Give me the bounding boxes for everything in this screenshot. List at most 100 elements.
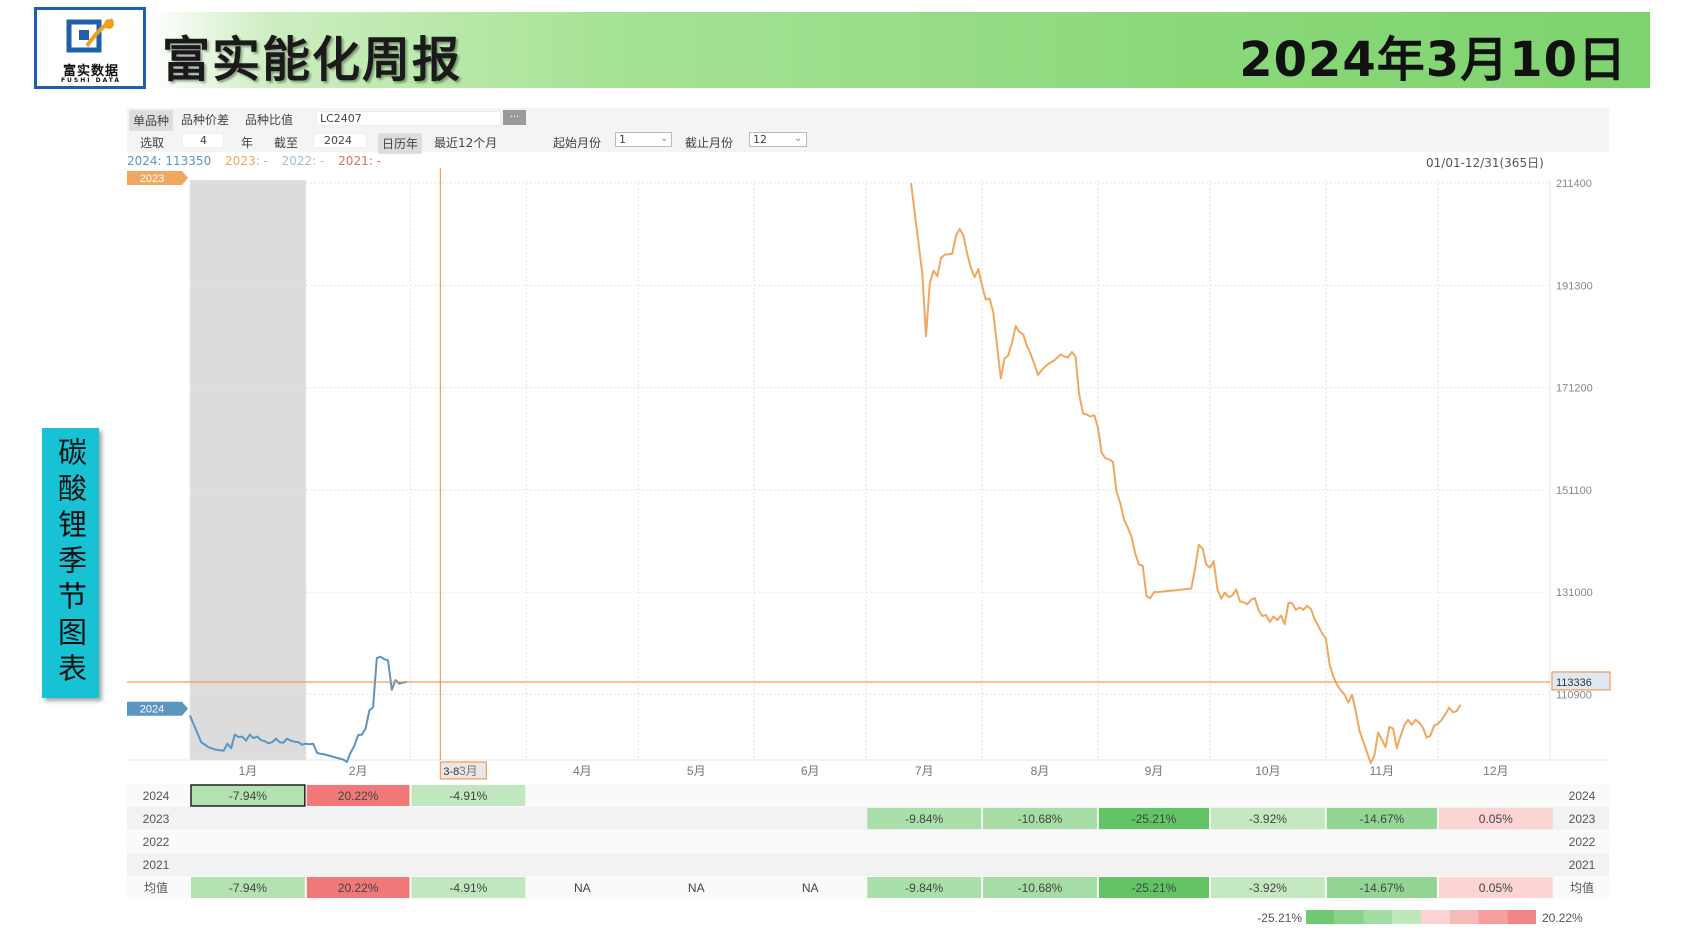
table-row-label: 2024	[143, 789, 170, 803]
y-tick-label: 171200	[1556, 383, 1593, 395]
data-point-2023	[992, 312, 994, 314]
data-point-2024	[391, 689, 393, 691]
table-cell	[983, 808, 1097, 829]
data-point-2023	[1205, 564, 1207, 566]
table-row-label-right: 2023	[1569, 812, 1596, 826]
data-point-2023	[1239, 600, 1241, 602]
end-month-select[interactable]: 12	[749, 132, 807, 147]
data-point-2023	[1321, 632, 1323, 634]
tab-product-ratio[interactable]: 品种比值	[245, 113, 294, 127]
data-point-2023	[1437, 723, 1439, 725]
calendar-year-button[interactable]: 日历年	[378, 133, 423, 154]
data-point-2024	[368, 710, 370, 712]
data-point-2023	[1287, 602, 1290, 604]
data-point-2023	[1295, 609, 1297, 611]
data-point-2023	[1067, 357, 1069, 359]
data-point-2023	[1108, 458, 1110, 460]
data-point-2023	[1388, 726, 1390, 728]
table-cell-value: NA	[688, 881, 705, 895]
years-stepper[interactable]: 4	[182, 133, 224, 148]
data-point-2024	[200, 741, 202, 743]
month-tick-label: 4月	[573, 764, 592, 778]
data-point-2024	[338, 757, 341, 760]
data-point-2023	[1258, 609, 1260, 612]
report-title: 富实能化周报	[162, 32, 463, 88]
data-point-2023	[1414, 719, 1417, 721]
data-point-2023	[1340, 689, 1342, 691]
data-point-2023	[1194, 567, 1196, 569]
data-point-2024	[275, 738, 277, 740]
contract-input[interactable]: LC2407	[316, 111, 501, 126]
table-row-label-right: 2021	[1569, 858, 1596, 872]
y-tick-label: 110900	[1556, 689, 1592, 701]
data-point-2024	[189, 715, 191, 717]
data-point-2024	[234, 734, 236, 736]
scale-segment	[1507, 910, 1536, 924]
table-cell-value: -25.21%	[1132, 881, 1177, 895]
tab-single-product[interactable]: 单品种	[129, 110, 174, 131]
data-point-2023	[1329, 663, 1331, 666]
shaded-january	[190, 180, 306, 760]
tab-product-spread[interactable]: 品种价差	[181, 113, 230, 127]
table-cell	[1098, 877, 1209, 898]
report-date: 2024年3月10日	[1239, 32, 1627, 88]
data-point-2023	[1276, 619, 1278, 621]
data-point-2023	[1198, 544, 1200, 546]
data-point-2023	[1231, 594, 1233, 596]
data-point-2023	[1355, 710, 1357, 712]
table-cell	[867, 877, 982, 898]
table-cell-value: -14.67%	[1360, 812, 1405, 826]
data-point-2023	[1201, 547, 1204, 550]
data-point-2023	[1048, 362, 1050, 364]
data-point-2023	[1429, 735, 1431, 737]
table-cell	[1326, 877, 1437, 898]
data-point-2023	[955, 235, 957, 237]
select-label: 选取	[140, 136, 165, 150]
data-point-2023	[1299, 606, 1301, 609]
table-cell	[983, 877, 1097, 898]
table-cell-value: -14.67%	[1360, 881, 1405, 895]
table-cell	[1438, 808, 1553, 829]
data-point-2023	[1343, 693, 1346, 696]
crosshair: 3-8 113336	[127, 168, 1611, 780]
table-cell	[191, 877, 305, 898]
data-point-2023	[1366, 751, 1368, 753]
y-axis: 211400 191300 171200 151100 131000 110900	[1556, 178, 1593, 701]
data-point-2023	[1452, 711, 1454, 713]
start-month-select[interactable]: 1	[615, 132, 672, 147]
data-point-2023	[1071, 351, 1073, 353]
legend-2021: 2021: -	[338, 154, 381, 168]
chevron-down-icon: ⌄	[794, 133, 803, 144]
data-point-2023	[1399, 735, 1402, 737]
data-point-2023	[1138, 564, 1140, 566]
month-tick-label: 2月	[349, 764, 368, 778]
scale-segment	[1363, 910, 1393, 924]
data-point-2023	[1246, 603, 1248, 605]
data-point-2023	[1149, 597, 1151, 599]
data-point-2023	[932, 270, 935, 272]
series-tag-2023	[127, 171, 188, 185]
table-cell-value: -10.68%	[1018, 812, 1063, 826]
table-cell-value: -25.21%	[1132, 812, 1177, 826]
recent-12-months-button[interactable]: 最近12个月	[434, 136, 498, 150]
data-point-2024	[193, 723, 195, 726]
data-point-2023	[1362, 740, 1364, 742]
data-point-2023	[1063, 355, 1065, 358]
data-point-2023	[1351, 694, 1353, 696]
table-cell	[1211, 877, 1325, 898]
date-range-label: 01/01-12/31(365日)	[1426, 156, 1544, 170]
data-point-2024	[365, 727, 367, 730]
table-row-label-right: 2022	[1569, 835, 1596, 849]
data-point-2023	[1086, 413, 1088, 416]
contract-picker-button[interactable]: ...	[503, 110, 526, 125]
data-point-2023	[985, 299, 987, 301]
data-point-2023	[966, 252, 968, 254]
series-legend: 2024: 113350 2023: - 2022: - 2021: -	[127, 154, 381, 168]
data-point-2023	[1059, 353, 1062, 356]
table-cell-value: -4.91%	[449, 881, 487, 895]
data-point-2023	[1089, 416, 1091, 418]
until-year-stepper[interactable]: 2024	[313, 133, 367, 148]
data-point-2023	[1385, 746, 1387, 748]
data-point-2023	[951, 253, 953, 255]
data-point-2024	[260, 739, 262, 741]
